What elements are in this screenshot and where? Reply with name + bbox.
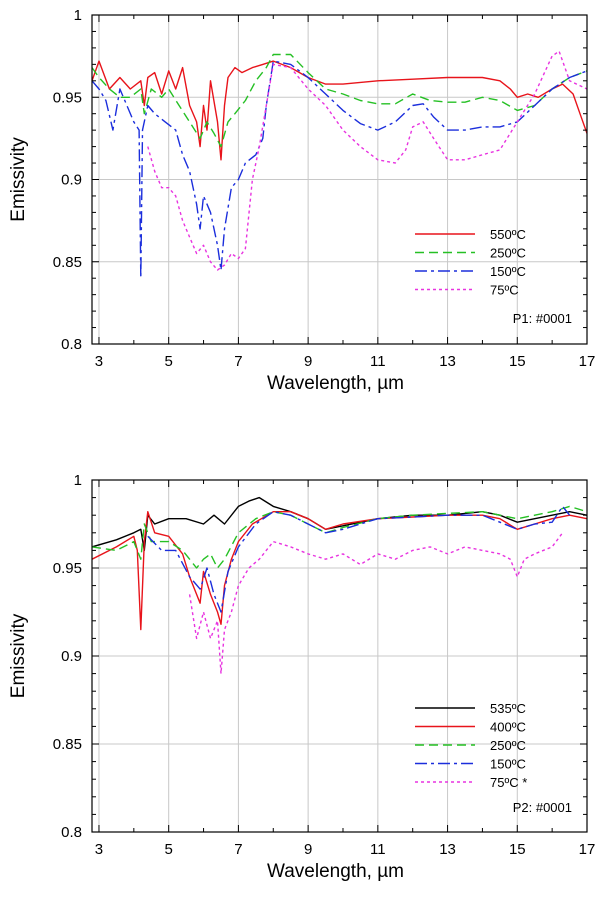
y-tick-label: 0.85 [53,254,82,271]
x-tick-label: 5 [165,841,173,858]
y-axis-title: Emissivity [8,137,29,222]
series-line-2 [92,53,587,148]
series-line-4 [147,50,587,271]
x-tick-label: 17 [579,841,596,858]
x-tick-label: 13 [439,841,456,858]
legend-label: 75ºC * [490,775,527,790]
x-tick-label: 3 [95,353,103,370]
x-axis-title: Wavelength, µm [267,373,404,394]
x-tick-label: 11 [370,353,386,370]
series-line-1 [92,496,587,552]
series-line-3 [92,60,587,279]
chart-panel-1: 3 5 7 9 11 13 15 17 0.8 0.85 0.9 0.95 1 Wavelength, µ… [8,7,595,394]
y-axis-title: Emissivity [8,613,29,698]
y-tick-label: 0.85 [53,736,82,753]
legend: 550ºC 250ºC 150ºC 75ºC [415,227,526,298]
series-line-1 [92,60,587,161]
x-tick-label: 7 [234,353,242,370]
series-line-3 [92,505,587,569]
y-tick-label: 0.8 [61,336,82,353]
x-axis-title: Wavelength, µm [267,861,404,882]
x-tick-label: 13 [439,353,456,370]
y-tick-label: 0.9 [61,648,82,665]
legend-label: 75ºC [490,283,519,298]
x-tick-label: 9 [304,353,312,370]
x-tick-label: 15 [509,353,526,370]
x-tick-label: 5 [165,353,173,370]
x-tick-label: 7 [234,841,242,858]
legend-label: 250ºC [490,246,526,261]
x-tick-label: 11 [370,841,386,858]
x-tick-label: 9 [304,841,312,858]
y-tick-label: 0.9 [61,172,82,189]
series-line-2 [92,511,587,631]
legend-label: 550ºC [490,227,526,242]
chart-panel-2: 3 5 7 9 11 13 15 17 0.8 0.85 0.9 0.95 1 Wavelength, µ… [8,472,595,882]
x-tick-label: 15 [509,841,526,858]
legend-label: 400ºC [490,720,526,735]
y-tick-label: 0.8 [61,824,82,841]
legend-label: 150ºC [490,757,526,772]
panel-annotation: P2: #0001 [513,800,572,815]
legend-label: 150ºC [490,264,526,279]
series-line-5 [188,532,564,675]
y-tick-label: 0.95 [53,89,82,106]
series-line-4 [147,505,571,613]
legend-label: 250ºC [490,738,526,753]
y-tick-label: 1 [74,7,82,24]
legend: 535ºC 400ºC 250ºC 150ºC 75ºC * [415,701,527,790]
x-tick-label: 17 [579,353,596,370]
x-tick-label: 3 [95,841,103,858]
y-tick-label: 0.95 [53,560,82,577]
y-tick-label: 1 [74,472,82,489]
panel-annotation: P1: #0001 [513,311,572,326]
legend-label: 535ºC [490,701,526,716]
